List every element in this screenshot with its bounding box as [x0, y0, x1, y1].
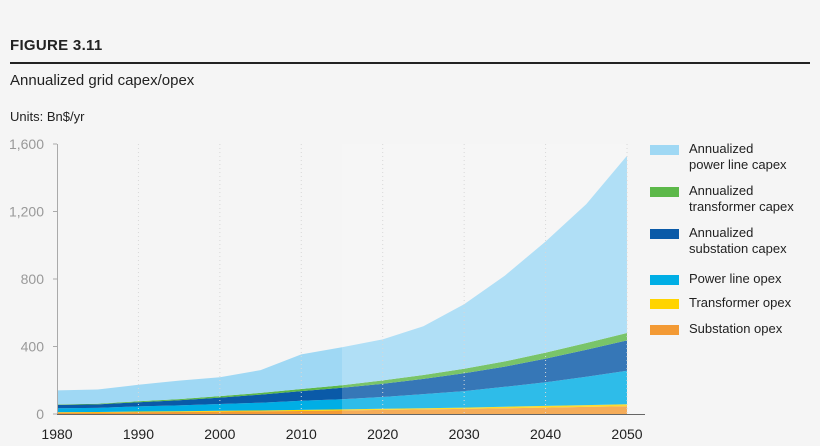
y-tick-label: 800 [21, 271, 45, 287]
x-tick-label: 2010 [286, 426, 317, 442]
figure-label: FIGURE 3.11 [10, 37, 103, 54]
x-tick-label: 1990 [123, 426, 154, 442]
legend-swatch [650, 325, 679, 335]
legend-swatch [650, 187, 679, 197]
x-tick-label: 2030 [449, 426, 480, 442]
legend-swatch [650, 145, 679, 155]
x-tick-label: 1980 [41, 426, 72, 442]
area-annualized-power-line-capex [57, 155, 627, 405]
legend-label-line: transformer capex [689, 199, 794, 214]
y-tick-label: 0 [36, 406, 44, 422]
y-tick-labels: 0 400 800 1,200 1,600 [9, 136, 57, 422]
y-tick-label: 400 [21, 339, 45, 355]
legend-item: Transformer opex [650, 295, 820, 322]
legend-item: Substation opex [650, 321, 820, 348]
legend-item: Annualized substation capex [650, 225, 820, 272]
legend: Annualized power line capex Annualized tran… [650, 141, 820, 348]
legend-swatch [650, 229, 679, 239]
legend-item: Annualized power line capex [650, 141, 820, 184]
legend-label-line: Substation opex [689, 321, 783, 336]
legend-swatch [650, 275, 679, 285]
legend-item: Annualized transformer capex [650, 183, 820, 226]
chart-title: Annualized grid capex/opex [10, 72, 195, 89]
legend-label-line: power line capex [689, 157, 787, 172]
legend-label: Transformer opex [689, 295, 791, 311]
legend-label-line: substation capex [689, 241, 787, 256]
legend-label-line: Power line opex [689, 271, 782, 286]
title-divider [10, 62, 810, 64]
y-tick-label: 1,200 [9, 204, 44, 220]
axes [57, 144, 645, 415]
legend-label-line: Annualized [689, 225, 754, 240]
x-tick-label: 2000 [204, 426, 235, 442]
legend-label-line: Annualized [689, 141, 754, 156]
area-substation-opex [57, 406, 627, 414]
x-tick-label: 2040 [530, 426, 561, 442]
legend-label: Annualized power line capex [689, 141, 787, 173]
area-power-line-opex [57, 370, 627, 413]
projection-highlight [342, 144, 627, 414]
legend-label-line: Transformer opex [689, 295, 792, 310]
legend-label: Power line opex [689, 271, 782, 287]
legend-label: Annualized transformer capex [689, 183, 794, 215]
x-tick-label: 2050 [611, 426, 642, 442]
x-tick-label: 2020 [367, 426, 398, 442]
units-label: Units: Bn$/yr [10, 109, 85, 124]
legend-item: Power line opex [650, 271, 820, 296]
area-layers [57, 155, 627, 414]
vertical-gridlines [137, 144, 628, 414]
area-annualized-substation-capex [57, 340, 627, 409]
projection-overlay [342, 144, 627, 414]
legend-label-line: Annualized [689, 183, 754, 198]
y-tick-label: 1,600 [9, 136, 44, 152]
legend-swatch [650, 299, 679, 309]
legend-label: Annualized substation capex [689, 225, 787, 257]
legend-label: Substation opex [689, 321, 782, 337]
x-tick-labels: 1980 1990 2000 2010 2020 2030 2040 2050 [41, 426, 642, 442]
